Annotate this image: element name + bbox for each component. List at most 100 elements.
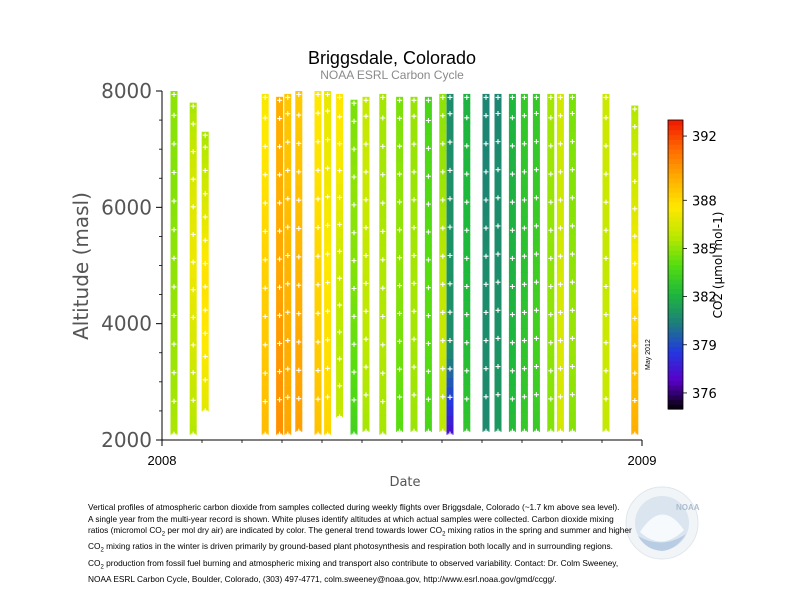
profile-segment bbox=[170, 243, 178, 254]
profile-segment bbox=[463, 243, 471, 254]
profile-segment bbox=[201, 162, 209, 172]
profile-segment bbox=[396, 356, 404, 367]
colorbar-segment bbox=[668, 288, 683, 294]
profile-segment bbox=[324, 415, 332, 426]
sample-marker bbox=[380, 399, 386, 405]
profile-segment bbox=[424, 329, 432, 339]
profile-segment bbox=[170, 272, 178, 283]
sample-marker bbox=[632, 398, 638, 404]
sample-marker bbox=[411, 364, 417, 370]
profile-segment bbox=[446, 301, 454, 312]
sample-marker bbox=[363, 141, 369, 147]
profile-segment bbox=[410, 319, 418, 330]
profile-segment bbox=[284, 282, 292, 294]
sample-marker bbox=[380, 200, 386, 206]
sample-marker bbox=[509, 143, 515, 149]
profile-segment bbox=[189, 378, 197, 389]
sample-marker bbox=[632, 261, 638, 267]
profile-segment bbox=[446, 415, 454, 426]
profile-segment bbox=[350, 136, 358, 147]
sample-marker bbox=[190, 176, 196, 182]
profile-segment bbox=[284, 226, 292, 237]
profile-segment bbox=[276, 190, 284, 201]
sample-marker bbox=[425, 201, 431, 207]
profile-segment bbox=[602, 421, 610, 432]
profile-segment bbox=[379, 349, 387, 360]
colorbar-segment bbox=[668, 356, 683, 362]
sample-marker bbox=[325, 194, 331, 200]
profile-segment bbox=[532, 112, 540, 123]
sample-marker bbox=[464, 340, 470, 346]
sample-marker bbox=[337, 329, 343, 335]
profile-segment bbox=[508, 300, 516, 311]
sample-marker bbox=[325, 337, 331, 343]
profile-segment bbox=[602, 328, 610, 339]
profile-segment bbox=[532, 103, 540, 114]
profile-column bbox=[439, 93, 447, 434]
profile-segment bbox=[439, 150, 447, 161]
colorbar-segment bbox=[668, 211, 683, 217]
sample-marker bbox=[521, 428, 527, 434]
profile-segment bbox=[446, 169, 454, 180]
sample-marker bbox=[363, 428, 369, 434]
profile-segment bbox=[463, 328, 471, 339]
colorbar-segment bbox=[668, 235, 683, 242]
sample-marker bbox=[425, 118, 431, 124]
profile-column bbox=[336, 93, 344, 420]
profile-segment bbox=[189, 249, 197, 260]
profile-segment bbox=[446, 320, 454, 331]
profile-segment bbox=[439, 215, 447, 226]
sample-marker bbox=[447, 394, 453, 400]
profile-segment bbox=[602, 346, 610, 357]
colorbar-segment bbox=[668, 148, 683, 155]
profile-segment bbox=[520, 206, 528, 217]
profile-segment bbox=[396, 291, 404, 302]
colorbar-tick-label: 379 bbox=[692, 339, 717, 354]
profile-segment bbox=[362, 226, 370, 237]
profile-segment bbox=[379, 103, 387, 114]
profile-segment bbox=[295, 261, 303, 272]
profile-segment bbox=[336, 291, 344, 301]
profile-segment bbox=[532, 262, 540, 273]
profile-segment bbox=[261, 349, 269, 360]
sample-marker bbox=[557, 197, 563, 203]
sample-marker bbox=[548, 312, 554, 318]
sample-marker bbox=[495, 279, 501, 285]
sample-marker bbox=[363, 280, 369, 286]
sample-marker bbox=[285, 366, 291, 372]
sample-marker bbox=[632, 431, 638, 437]
profile-segment bbox=[324, 338, 332, 349]
profile-segment bbox=[295, 346, 303, 357]
profile-segment bbox=[568, 234, 576, 245]
sample-marker bbox=[202, 377, 208, 383]
profile-segment bbox=[324, 233, 332, 245]
sample-marker bbox=[380, 314, 386, 320]
sample-marker bbox=[483, 338, 489, 344]
profile-segment bbox=[362, 347, 370, 358]
sample-marker bbox=[190, 231, 196, 237]
colorbar-segment bbox=[668, 336, 683, 343]
profile-column bbox=[410, 96, 418, 434]
profile-segment bbox=[396, 106, 404, 116]
colorbar-segment bbox=[668, 274, 683, 280]
profile-segment bbox=[410, 152, 418, 163]
profile-segment bbox=[295, 128, 303, 139]
profile-segment bbox=[424, 375, 432, 386]
profile-segment bbox=[424, 319, 432, 330]
sample-marker bbox=[397, 366, 403, 372]
profile-segment bbox=[336, 183, 344, 194]
profile-segment bbox=[276, 265, 284, 276]
sample-marker bbox=[464, 171, 470, 177]
profile-segment bbox=[568, 318, 576, 329]
sample-marker bbox=[296, 169, 302, 175]
profile-column bbox=[547, 93, 555, 434]
profile-segment bbox=[276, 331, 284, 342]
noaa-logo-text: NOAA bbox=[676, 503, 700, 512]
profile-segment bbox=[494, 375, 502, 386]
sample-marker bbox=[363, 113, 369, 119]
profile-segment bbox=[568, 187, 576, 198]
profile-column bbox=[189, 102, 197, 437]
profile-segment bbox=[201, 372, 209, 381]
sample-marker bbox=[509, 340, 515, 346]
profile-segment bbox=[494, 421, 502, 432]
